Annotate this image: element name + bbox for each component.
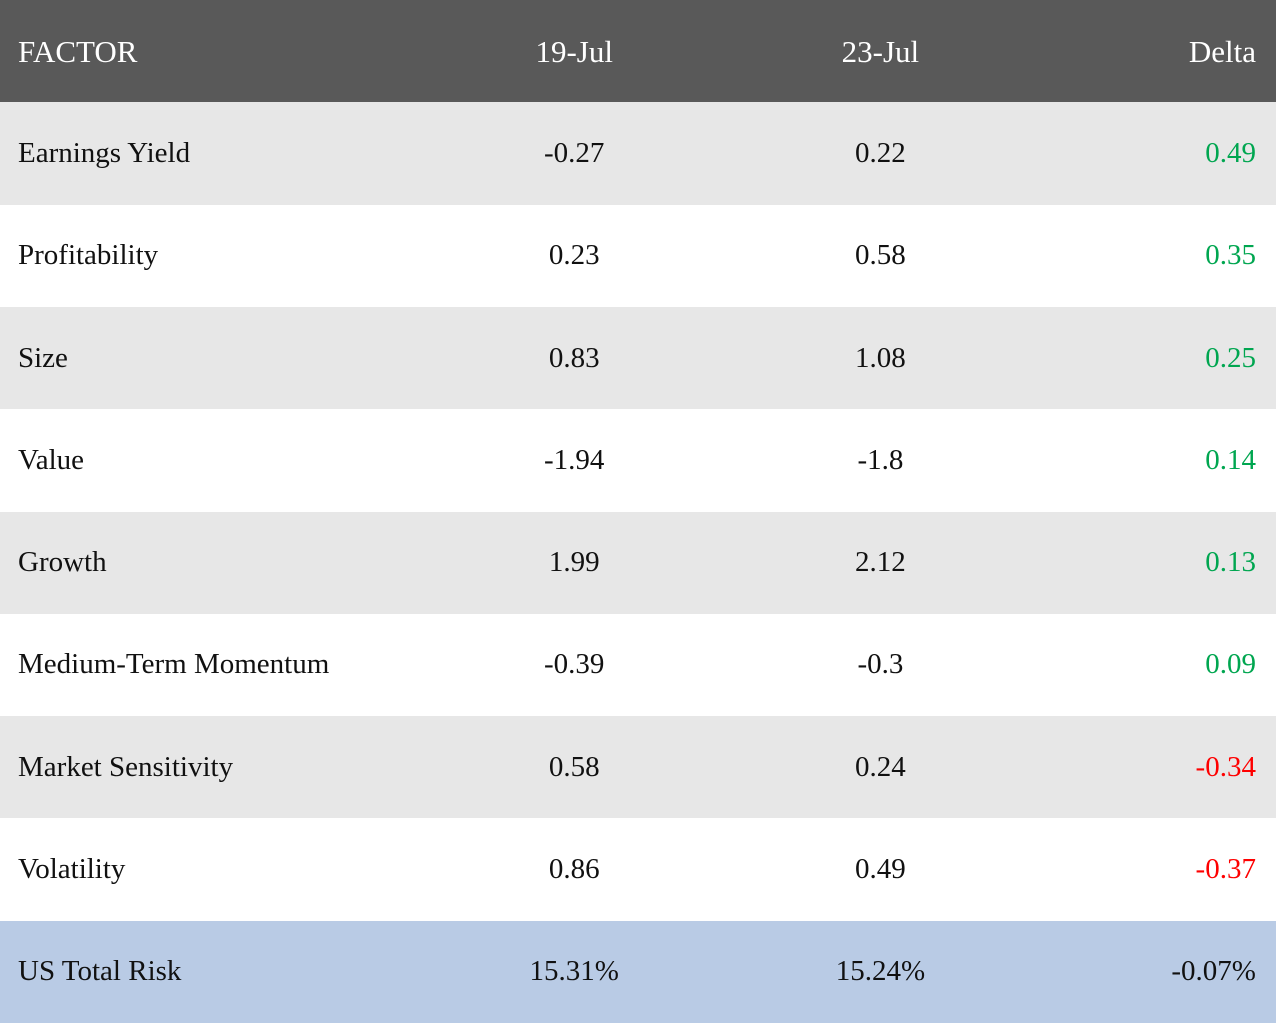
table-row: Earnings Yield -0.27 0.22 0.49 [0, 102, 1276, 205]
value-19-jul: 0.83 [548, 341, 600, 374]
value-19-jul: -0.27 [543, 136, 605, 169]
column-header-23-jul: 23-Jul [841, 33, 920, 69]
column-header-19-jul: 19-Jul [535, 33, 613, 69]
delta-value: 0.25 [1046, 341, 1276, 374]
delta-text: 0.25 [1205, 341, 1256, 374]
delta-value: 0.49 [1046, 136, 1276, 169]
table-row: Growth 1.99 2.12 0.13 [0, 511, 1276, 614]
delta-text: -0.37 [1195, 853, 1256, 886]
table-row: Value -1.94 -1.8 0.14 [0, 409, 1276, 512]
factor-label: Market Sensitivity [18, 750, 234, 783]
table-row: Profitability 0.23 0.58 0.35 [0, 204, 1276, 307]
delta-text: 0.09 [1205, 648, 1256, 681]
delta-value: 0.35 [1046, 241, 1276, 270]
value-23-jul: 0.24 [855, 750, 906, 783]
table-row: Size 0.83 1.08 0.25 [0, 306, 1276, 410]
value-19-jul: -0.39 [543, 648, 605, 681]
factor-label: Size [18, 341, 68, 374]
factor-label: Growth [18, 546, 107, 579]
value-19-jul: 0.23 [548, 239, 600, 272]
table-row: Market Sensitivity 0.58 0.24 -0.34 [0, 716, 1276, 819]
column-header-delta: Delta [1188, 33, 1256, 69]
column-header-factor: FACTOR [18, 33, 138, 69]
delta-value: -0.07% [1046, 957, 1276, 986]
value-23-jul: 1.08 [855, 341, 906, 374]
value-23-jul: 0.49 [855, 853, 906, 886]
value-23-jul: 2.12 [855, 546, 906, 579]
factor-label: Volatility [18, 853, 126, 886]
delta-text: 0.13 [1205, 546, 1256, 579]
delta-text: 0.49 [1205, 136, 1256, 169]
delta-value: 0.14 [1046, 443, 1276, 476]
table-row: Medium-Term Momentum -0.39 -0.3 0.09 [0, 613, 1276, 717]
total-risk-row: US Total Risk 15.31% 15.24% -0.07% [0, 920, 1276, 1023]
value-23-jul: 0.22 [855, 136, 906, 169]
delta-value: -0.37 [1046, 855, 1276, 884]
factor-label: Earnings Yield [18, 136, 191, 169]
table-header-row: FACTOR 19-Jul 23-Jul Delta [0, 0, 1276, 103]
value-19-jul: 1.99 [548, 546, 600, 579]
value-23-jul: -0.3 [857, 648, 904, 681]
delta-value: -0.34 [1046, 750, 1276, 783]
value-23-jul: 0.58 [855, 239, 906, 272]
delta-text: -0.07% [1171, 955, 1256, 988]
delta-text: -0.34 [1195, 750, 1256, 783]
value-19-jul: 15.31% [529, 955, 619, 988]
value-19-jul: 0.86 [548, 853, 600, 886]
delta-value: 0.09 [1046, 650, 1276, 679]
value-19-jul: 0.58 [548, 750, 600, 783]
factor-label: Medium-Term Momentum [18, 648, 330, 681]
delta-text: 0.35 [1205, 239, 1256, 272]
delta-text: 0.14 [1205, 443, 1256, 476]
factor-label: Value [18, 443, 85, 476]
factor-label: US Total Risk [18, 955, 182, 988]
value-19-jul: -1.94 [543, 443, 605, 476]
value-23-jul: -1.8 [857, 443, 904, 476]
table-row: Volatility 0.86 0.49 -0.37 [0, 818, 1276, 921]
delta-value: 0.13 [1046, 548, 1276, 577]
factor-label: Profitability [18, 239, 159, 272]
value-23-jul: 15.24% [835, 955, 926, 988]
